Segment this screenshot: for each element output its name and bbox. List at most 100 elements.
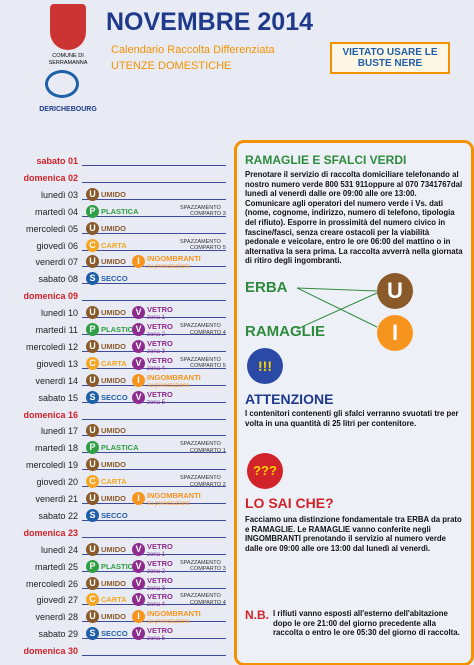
waste-name: UMIDO (101, 257, 126, 267)
nb-text: I rifiuti vanno esposti all'esterno dell… (273, 609, 460, 638)
waste-icon: V (132, 559, 145, 573)
nb-title: N.B. (245, 608, 269, 622)
waste-label: UMIDO (101, 375, 126, 385)
waste-label: UMIDO (101, 224, 126, 233)
sweeping: SPAZZAMENTO COMPARTO 2 (180, 475, 226, 488)
waste-name: INGOMBRANTI (147, 491, 201, 500)
waste-note: zona 5 (147, 399, 166, 406)
row-rule (82, 621, 226, 623)
row-rule (82, 570, 226, 572)
waste-name: VETRO (147, 305, 173, 315)
day-row: mercoledì 26 U UMIDO V VETRO zona 3 (0, 576, 228, 593)
day-row: venerdì 07 U UMIDO I INGOMBRANTI su prenotazi… (0, 254, 228, 271)
day-row: sabato 15 S SECCO V VETRO zona 5 (0, 390, 228, 407)
day-label: venerdì 14 (35, 375, 78, 386)
day-label: sabato 15 (38, 392, 78, 403)
day-row: sabato 22 S SECCO (0, 508, 228, 525)
sweeping-zone: COMPARTO 1 (190, 447, 226, 454)
waste-icon: V (132, 627, 145, 641)
sweeping-zone: COMPARTO 3 (190, 211, 226, 218)
waste-note: su prenotazione (147, 264, 190, 271)
row-rule (82, 418, 226, 420)
sweeping-zone: COMPARTO 3 (190, 566, 226, 573)
day-row: domenica 23 (0, 525, 228, 542)
waste-label: VETRO zona 4 (147, 593, 173, 609)
day-label: martedì 18 (34, 443, 78, 454)
row-rule (82, 553, 226, 555)
sweeping-zone: COMPARTO 2 (190, 481, 226, 488)
row-rule (82, 384, 226, 386)
day-label: domenica 23 (23, 527, 78, 538)
waste-icon: V (132, 339, 145, 353)
erba-icon: U (377, 273, 413, 309)
day-label: martedì 11 (35, 325, 78, 335)
waste-name: UMIDO (101, 375, 126, 385)
day-label: giovedì 06 (36, 240, 78, 251)
waste-icon: U (86, 187, 99, 201)
waste-icon: C (86, 356, 99, 370)
sweeping-label: SPAZZAMENTO (180, 238, 221, 245)
waste-name: INGOMBRANTI (147, 254, 201, 264)
waste-label: UMIDO (101, 190, 126, 199)
info-panel: RAMAGLIE E SFALCI VERDI Prenotare il ser… (234, 140, 474, 665)
waste-name: INGOMBRANTI (147, 372, 201, 382)
waste-name: UMIDO (101, 308, 126, 318)
day-row: lunedì 03 U UMIDO (0, 187, 228, 204)
waste-name: PLASTICA (101, 206, 139, 216)
waste-label: UMIDO (101, 342, 126, 351)
ramaglie-icon: I (377, 315, 413, 351)
waste-icon: U (86, 542, 99, 556)
waste-icon: U (86, 373, 99, 387)
waste-icon: U (86, 576, 99, 590)
row-rule (82, 266, 226, 268)
waste-name: PLASTICA (101, 443, 139, 453)
waste-note: zona 2 (147, 332, 166, 338)
waste-note: zona 5 (147, 636, 166, 643)
waste-label: INGOMBRANTI su prenotazione (147, 610, 201, 626)
day-label: domenica 09 (23, 291, 78, 302)
waste-icon: U (86, 339, 99, 353)
day-row: mercoledì 19 U UMIDO (0, 457, 228, 474)
info-title: RAMAGLIE E SFALCI VERDI (245, 153, 407, 167)
row-rule (82, 181, 226, 183)
waste-icon: U (86, 458, 99, 472)
waste-label: UMIDO (101, 545, 126, 554)
day-row: lunedì 10 U UMIDO V VETRO zona 1 (0, 305, 228, 322)
day-row: martedì 25 P PLASTICA V VETRO zona 2 SPAZZAMEN… (0, 559, 228, 576)
waste-icon: C (86, 593, 99, 607)
sweeping-zone: COMPARTO 4 (190, 329, 226, 336)
know-text: Facciamo una distinzione fondamentale tr… (245, 515, 462, 553)
waste-icon: V (132, 356, 145, 370)
waste-icon: P (86, 441, 99, 455)
day-row: giovedì 13 C CARTA V VETRO zona 4 SPAZZAMENTO C… (0, 356, 228, 373)
row-rule (82, 367, 226, 369)
waste-note: su prenotazione (147, 382, 190, 389)
day-row: martedì 11 P PLASTICA V VETRO zona 2 SPAZZAMEN… (0, 322, 228, 339)
attention-text: I contenitori contenenti gli sfalci verr… (245, 409, 459, 428)
sweeping: SPAZZAMENTO COMPARTO 4 (180, 593, 226, 606)
waste-icon: P (86, 204, 99, 218)
waste-icon: C (86, 238, 99, 252)
waste-icon: V (132, 323, 145, 336)
waste-label: VETRO zona 2 (147, 323, 173, 339)
waste-note: su prenotazione (147, 501, 190, 507)
waste-note: zona 4 (147, 365, 166, 372)
waste-icon: S (86, 508, 99, 522)
row-rule (82, 283, 226, 285)
waste-name: VETRO (147, 558, 173, 568)
day-row: domenica 02 (0, 170, 228, 187)
waste-label: UMIDO (101, 579, 126, 588)
waste-icon: U (86, 424, 99, 438)
sweeping-label: SPAZZAMENTO (180, 204, 221, 211)
row-rule (82, 655, 226, 657)
waste-name: CARTA (101, 595, 127, 605)
waste-note: zona 2 (147, 568, 166, 575)
waste-label: CARTA (101, 359, 127, 368)
waste-name: VETRO (147, 541, 173, 551)
connectors (297, 287, 378, 330)
day-label: domenica 02 (23, 172, 78, 183)
waste-icon: V (132, 576, 145, 590)
day-row: sabato 08 S SECCO (0, 271, 228, 288)
sweeping: SPAZZAMENTO COMPARTO 5 (180, 357, 226, 370)
day-label: venerdì 28 (35, 612, 78, 623)
